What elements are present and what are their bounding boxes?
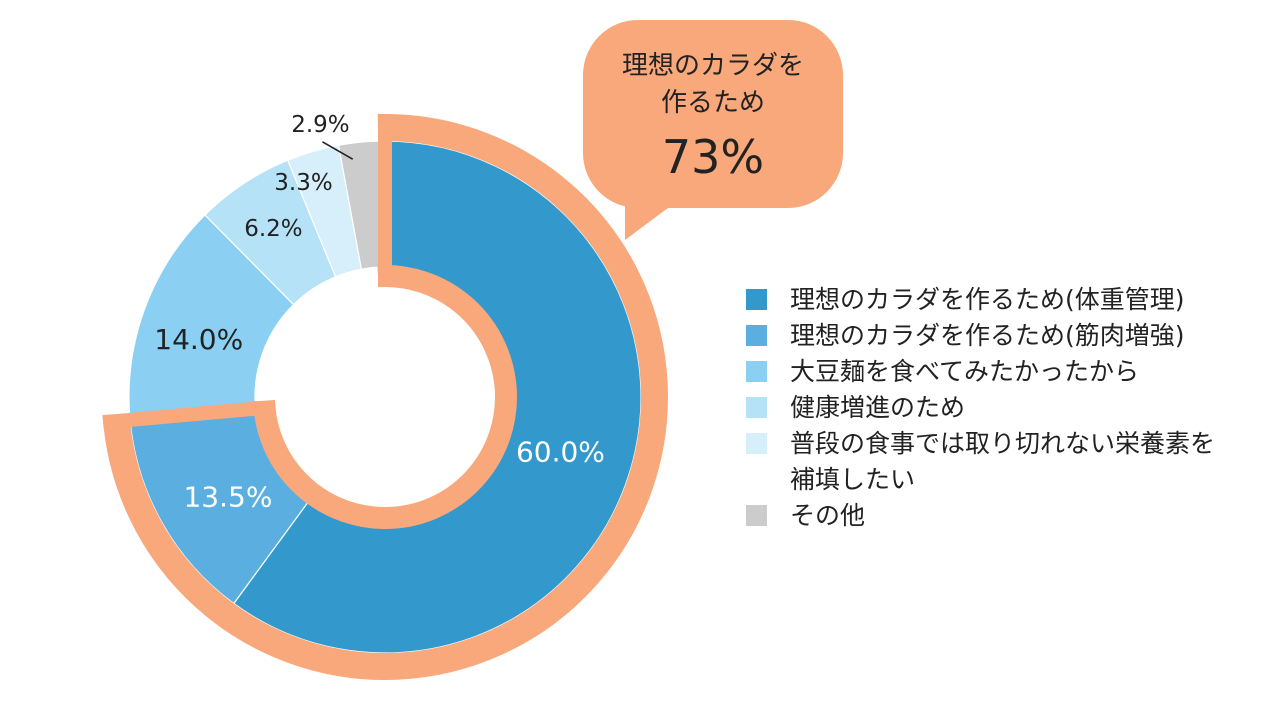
legend-label: 理想のカラダを作るため(筋肉増強) xyxy=(790,321,1185,350)
legend-swatch xyxy=(746,397,767,418)
legend-item-2: 理想のカラダを作るため(筋肉増強) xyxy=(746,318,1225,354)
legend-label: 普段の食事では取り切れない栄養素を補填したい xyxy=(790,429,1216,494)
data-label-6: 2.9% xyxy=(291,112,349,138)
legend-swatch xyxy=(746,289,767,310)
data-labels: 60.0% 13.5% 14.0% 6.2% 3.3% 2.9% xyxy=(154,112,605,514)
legend-label: その他 xyxy=(790,501,866,530)
legend-item-5: 普段の食事では取り切れない栄養素を補填したい xyxy=(746,426,1225,498)
data-label-5: 3.3% xyxy=(274,170,332,196)
legend-item-3: 大豆麺を食べてみたかったから xyxy=(746,354,1225,390)
data-label-3: 14.0% xyxy=(154,323,243,356)
data-label-1: 60.0% xyxy=(516,435,605,468)
highlight-outer-band xyxy=(102,114,668,680)
legend-swatch xyxy=(746,505,767,526)
legend-swatch xyxy=(746,433,767,454)
highlight-outline xyxy=(102,114,668,680)
callout-bubble: 理想のカラダを 作るため 73% xyxy=(583,20,843,240)
leader-line xyxy=(322,141,354,160)
callout-bubble-shape xyxy=(583,20,843,240)
legend-swatch xyxy=(746,325,767,346)
legend-swatch xyxy=(746,361,767,382)
legend-item-6: その他 xyxy=(746,498,1225,534)
legend: 理想のカラダを作るため(体重管理) 理想のカラダを作るため(筋肉増強) 大豆麺を… xyxy=(746,282,1225,534)
donut-slices xyxy=(128,140,642,654)
highlight-edge-2 xyxy=(102,399,277,430)
legend-label: 理想のカラダを作るため(体重管理) xyxy=(790,285,1185,314)
callout-label-line-1: 理想のカラダを xyxy=(622,51,804,81)
callout-label-line-2: 作るため xyxy=(661,88,765,118)
legend-label: 大豆麺を食べてみたかったから xyxy=(790,357,1140,386)
callout-value: 73% xyxy=(662,130,764,184)
data-label-4: 6.2% xyxy=(244,216,302,242)
highlight-inner-band xyxy=(253,265,517,529)
legend-item-4: 健康増進のため xyxy=(746,390,1225,426)
data-label-2: 13.5% xyxy=(183,480,272,513)
legend-item-1: 理想のカラダを作るため(体重管理) xyxy=(746,282,1225,318)
legend-label: 健康増進のため xyxy=(790,393,966,422)
